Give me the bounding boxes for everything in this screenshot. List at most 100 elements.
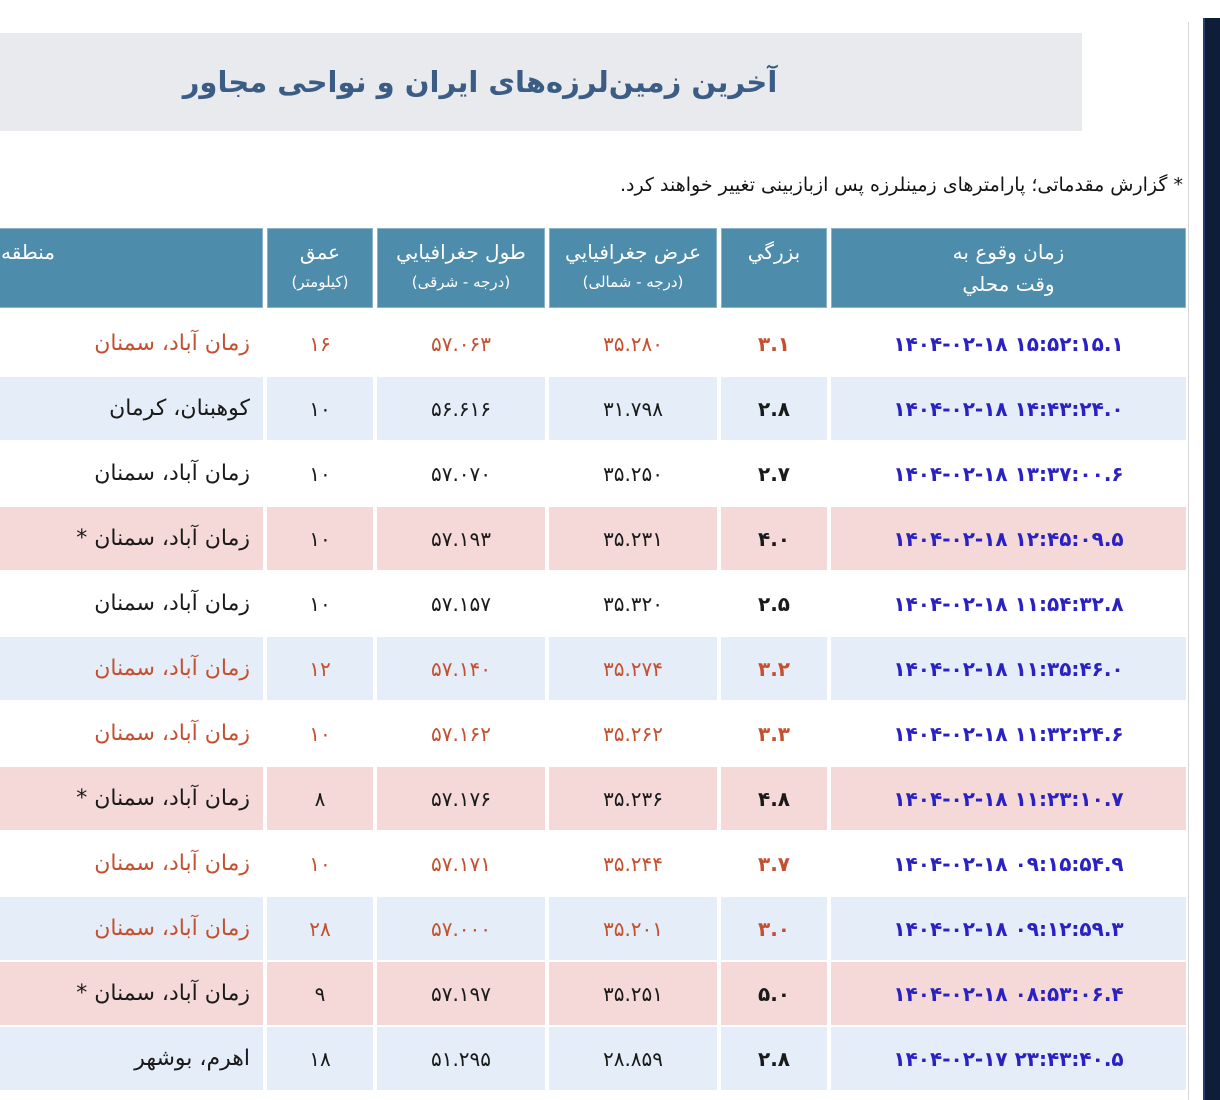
depth-cell: ۹ [267,962,373,1025]
region-cell: زمان آباد، سمنان [0,832,263,895]
latitude-cell: ۳۵.۲۳۱ [549,507,717,570]
region-cell: زمان آباد، سمنان [0,312,263,375]
preliminary-note: * گزارش مقدماتی؛ پارامترهای زمینلرزه پس … [619,174,1183,196]
depth-cell: ۱۰ [267,377,373,440]
magnitude-cell: ۲.۸ [721,377,827,440]
depth-cell: ۱۰ [267,702,373,765]
magnitude-cell: ۲.۵ [721,572,827,635]
region-cell: زمان آباد، سمنان [0,702,263,765]
longitude-cell: ۵۱.۲۹۵ [377,1027,545,1090]
magnitude-cell: ۳.۲ [721,637,827,700]
table-row: زمان آباد، سمنان ۲۸ ۵۷.۰۰۰ ۳۵.۲۰۱ ۳.۰ ۱۴… [0,897,1186,960]
depth-cell: ۱۸ [267,1027,373,1090]
table-row: زمان آباد، سمنان * ۹ ۵۷.۱۹۷ ۳۵.۲۵۱ ۵.۰ ۱… [0,962,1186,1025]
latitude-cell: ۳۵.۲۸۰ [549,312,717,375]
column-header-time: زمان وقوع به وقت محلي [831,228,1186,308]
magnitude-cell: ۲.۷ [721,442,827,505]
region-cell: زمان آباد، سمنان [0,897,263,960]
region-cell: زمان آباد، سمنان * [0,767,263,830]
event-time-link[interactable]: ۱۴۰۴-۰۲-۱۸ ۱۴:۴۳:۲۴.۰ [831,377,1186,440]
longitude-cell: ۵۷.۱۴۰ [377,637,545,700]
magnitude-cell: ۴.۰ [721,507,827,570]
magnitude-cell: ۳.۰ [721,897,827,960]
depth-cell: ۱۰ [267,832,373,895]
depth-cell: ۱۲ [267,637,373,700]
table-row: اهرم، بوشهر ۱۸ ۵۱.۲۹۵ ۲۸.۸۵۹ ۲.۸ ۱۴۰۴-۰۲… [0,1027,1186,1090]
page-header-band: آخرین زمین‌لرزه‌های ایران و نواحی مجاور [0,33,1082,131]
magnitude-cell: ۳.۷ [721,832,827,895]
event-time-link[interactable]: ۱۴۰۴-۰۲-۱۸ ۱۱:۳۲:۲۴.۶ [831,702,1186,765]
region-cell: زمان آباد، سمنان * [0,507,263,570]
column-header-time-line1: زمان وقوع به [952,240,1065,264]
event-time-link[interactable]: ۱۴۰۴-۰۲-۱۷ ۲۳:۴۳:۴۰.۵ [831,1027,1186,1090]
region-cell: زمان آباد، سمنان [0,442,263,505]
depth-cell: ۱۰ [267,572,373,635]
latitude-cell: ۳۱.۷۹۸ [549,377,717,440]
magnitude-cell: ۲.۸ [721,1027,827,1090]
magnitude-cell: ۳.۱ [721,312,827,375]
depth-cell: ۱۰ [267,507,373,570]
longitude-cell: ۵۷.۱۹۳ [377,507,545,570]
latitude-cell: ۳۵.۲۰۱ [549,897,717,960]
table-row: زمان آباد، سمنان ۱۰ ۵۷.۱۵۷ ۳۵.۳۲۰ ۲.۵ ۱۴… [0,572,1186,635]
earthquake-table: منطقه عمق (کیلومتر) طول جغرافيايي (درجه … [0,228,1186,1090]
table-body: زمان آباد، سمنان ۱۶ ۵۷.۰۶۳ ۳۵.۲۸۰ ۳.۱ ۱۴… [0,312,1186,1090]
dark-page-edge [1203,18,1220,1100]
content-border-line [1188,22,1189,1100]
event-time-link[interactable]: ۱۴۰۴-۰۲-۱۸ ۰۹:۱۵:۵۴.۹ [831,832,1186,895]
latitude-cell: ۳۵.۲۶۲ [549,702,717,765]
longitude-cell: ۵۷.۱۷۶ [377,767,545,830]
latitude-cell: ۳۵.۲۵۰ [549,442,717,505]
table-row: زمان آباد، سمنان ۱۶ ۵۷.۰۶۳ ۳۵.۲۸۰ ۳.۱ ۱۴… [0,312,1186,375]
column-header-time-line2: وقت محلي [962,272,1055,296]
table-row: زمان آباد، سمنان ۱۰ ۵۷.۱۶۲ ۳۵.۲۶۲ ۳.۳ ۱۴… [0,702,1186,765]
table-row: زمان آباد، سمنان * ۸ ۵۷.۱۷۶ ۳۵.۲۳۶ ۴.۸ ۱… [0,767,1186,830]
latitude-cell: ۳۵.۲۳۶ [549,767,717,830]
region-cell: زمان آباد، سمنان [0,572,263,635]
event-time-link[interactable]: ۱۴۰۴-۰۲-۱۸ ۱۱:۵۴:۳۲.۸ [831,572,1186,635]
event-time-link[interactable]: ۱۴۰۴-۰۲-۱۸ ۱۳:۳۷:۰۰.۶ [831,442,1186,505]
column-header-latitude-unit: (درجه - شمالی) [582,273,684,291]
column-header-magnitude: بزرگي [721,228,827,308]
event-time-link[interactable]: ۱۴۰۴-۰۲-۱۸ ۱۱:۳۵:۴۶.۰ [831,637,1186,700]
longitude-cell: ۵۷.۱۹۷ [377,962,545,1025]
longitude-cell: ۵۷.۱۶۲ [377,702,545,765]
table-row: زمان آباد، سمنان ۱۰ ۵۷.۰۷۰ ۳۵.۲۵۰ ۲.۷ ۱۴… [0,442,1186,505]
column-header-region-label: منطقه [1,240,55,264]
table-header-row: منطقه عمق (کیلومتر) طول جغرافيايي (درجه … [0,228,1186,308]
page-title: آخرین زمین‌لرزه‌های ایران و نواحی مجاور [182,65,778,99]
longitude-cell: ۵۷.۱۷۱ [377,832,545,895]
latitude-cell: ۳۵.۲۷۴ [549,637,717,700]
depth-cell: ۱۶ [267,312,373,375]
column-header-longitude-unit: (درجه - شرقی) [411,273,511,291]
event-time-link[interactable]: ۱۴۰۴-۰۲-۱۸ ۱۲:۴۵:۰۹.۵ [831,507,1186,570]
magnitude-cell: ۳.۳ [721,702,827,765]
region-cell: اهرم، بوشهر [0,1027,263,1090]
longitude-cell: ۵۷.۰۷۰ [377,442,545,505]
column-header-latitude-label: عرض جغرافيايي [564,240,702,264]
column-header-region: منطقه [0,228,263,308]
event-time-link[interactable]: ۱۴۰۴-۰۲-۱۸ ۱۱:۲۳:۱۰.۷ [831,767,1186,830]
column-header-magnitude-label: بزرگي [747,240,801,264]
table-row: زمان آباد، سمنان ۱۲ ۵۷.۱۴۰ ۳۵.۲۷۴ ۳.۲ ۱۴… [0,637,1186,700]
event-time-link[interactable]: ۱۴۰۴-۰۲-۱۸ ۱۵:۵۲:۱۵.۱ [831,312,1186,375]
longitude-cell: ۵۷.۰۰۰ [377,897,545,960]
event-time-link[interactable]: ۱۴۰۴-۰۲-۱۸ ۰۸:۵۳:۰۶.۴ [831,962,1186,1025]
column-header-depth-unit: (کیلومتر) [291,273,349,291]
longitude-cell: ۵۶.۶۱۶ [377,377,545,440]
longitude-cell: ۵۷.۰۶۳ [377,312,545,375]
table-row: زمان آباد، سمنان * ۱۰ ۵۷.۱۹۳ ۳۵.۲۳۱ ۴.۰ … [0,507,1186,570]
region-cell: کوهبنان، کرمان [0,377,263,440]
column-header-depth: عمق (کیلومتر) [267,228,373,308]
event-time-link[interactable]: ۱۴۰۴-۰۲-۱۸ ۰۹:۱۲:۵۹.۳ [831,897,1186,960]
latitude-cell: ۳۵.۳۲۰ [549,572,717,635]
latitude-cell: ۳۵.۲۴۴ [549,832,717,895]
region-cell: زمان آباد، سمنان * [0,962,263,1025]
region-cell: زمان آباد، سمنان [0,637,263,700]
depth-cell: ۱۰ [267,442,373,505]
magnitude-cell: ۴.۸ [721,767,827,830]
longitude-cell: ۵۷.۱۵۷ [377,572,545,635]
latitude-cell: ۲۸.۸۵۹ [549,1027,717,1090]
latitude-cell: ۳۵.۲۵۱ [549,962,717,1025]
